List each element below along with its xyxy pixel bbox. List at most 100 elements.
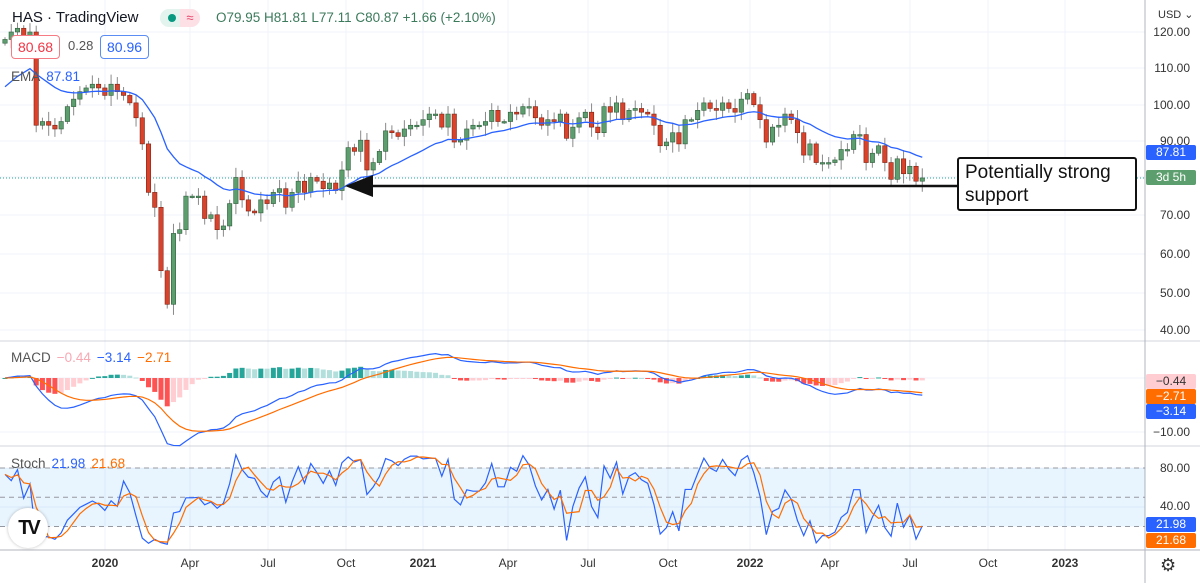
candle bbox=[264, 199, 270, 204]
candle bbox=[776, 124, 782, 128]
macd-histogram-bar bbox=[626, 378, 632, 379]
macd-histogram-bar bbox=[52, 378, 58, 394]
candle bbox=[233, 177, 239, 204]
macd-histogram-bar bbox=[233, 368, 239, 378]
candle bbox=[770, 126, 776, 143]
candle bbox=[794, 119, 800, 134]
macd-histogram-bar bbox=[277, 367, 283, 378]
macd-histogram-bar bbox=[264, 368, 270, 378]
candle bbox=[501, 121, 507, 124]
macd-histogram-bar bbox=[358, 366, 364, 378]
macd-histogram-bar bbox=[351, 367, 357, 378]
candle bbox=[326, 182, 332, 189]
candle bbox=[707, 102, 713, 109]
candle bbox=[720, 102, 726, 111]
macd-histogram-bar bbox=[270, 367, 276, 378]
macd-histogram-bar bbox=[570, 378, 576, 383]
candle bbox=[838, 149, 844, 161]
stoch-k-value: 21.98 bbox=[51, 456, 86, 471]
time-axis-label: 2022 bbox=[736, 556, 764, 570]
ema-legend[interactable]: EMA 87.81 bbox=[11, 69, 80, 84]
market-open-dot-icon bbox=[168, 14, 176, 22]
macd-histogram-bar bbox=[688, 378, 694, 380]
macd-histogram-bar bbox=[913, 378, 919, 381]
candle bbox=[14, 27, 20, 33]
candle bbox=[726, 102, 732, 109]
candle bbox=[763, 119, 769, 143]
time-axis-label: Apr bbox=[820, 556, 840, 570]
candle bbox=[308, 177, 314, 193]
candle bbox=[807, 143, 813, 156]
macd-legend[interactable]: MACD −0.44 −3.14 −2.71 bbox=[11, 350, 171, 365]
macd-histogram-bar bbox=[71, 378, 77, 387]
macd-histogram-bar bbox=[464, 378, 470, 381]
macd-histogram-bar bbox=[894, 378, 900, 380]
buy-price-button[interactable]: 80.96 bbox=[100, 35, 150, 59]
candle bbox=[638, 108, 644, 113]
macd-histogram-bar bbox=[663, 378, 669, 384]
macd-histogram-bar bbox=[227, 372, 233, 378]
time-axis-label: Apr bbox=[180, 556, 200, 570]
settings-gear-icon[interactable]: ⚙ bbox=[1160, 555, 1177, 575]
macd-histogram-bar bbox=[701, 376, 707, 378]
macd-histogram-bar bbox=[195, 378, 201, 380]
stoch-legend[interactable]: Stoch 21.98 21.68 bbox=[11, 456, 125, 471]
currency-selector[interactable]: USD ⌄ bbox=[1158, 9, 1194, 21]
candle bbox=[819, 162, 825, 165]
macd-value: −3.14 bbox=[96, 350, 132, 365]
macd-histogram-bar bbox=[564, 378, 570, 383]
candle bbox=[283, 188, 289, 208]
macd-histogram-bar bbox=[632, 377, 638, 379]
candle bbox=[39, 121, 45, 126]
tradingview-logo[interactable]: TV bbox=[8, 508, 48, 548]
candle bbox=[426, 113, 432, 120]
macd-histogram-bar bbox=[64, 378, 70, 391]
macd-histogram-bar bbox=[888, 378, 894, 381]
candle bbox=[514, 111, 520, 115]
candle bbox=[339, 169, 345, 191]
candle bbox=[595, 126, 601, 134]
candle bbox=[663, 141, 669, 147]
macd-histogram-bar bbox=[451, 378, 457, 379]
candle bbox=[701, 102, 707, 111]
macd-histogram-bar bbox=[401, 370, 407, 378]
macd-histogram-bar bbox=[851, 378, 857, 379]
macd-histogram-bar bbox=[745, 374, 751, 378]
stoch-k-tag: 21.98 bbox=[1146, 517, 1196, 532]
candle bbox=[907, 165, 913, 175]
symbol-title[interactable]: HAS · TradingView bbox=[12, 9, 139, 26]
support-annotation-box[interactable]: Potentially strong support bbox=[957, 157, 1137, 211]
macd-histogram-bar bbox=[320, 369, 326, 378]
time-axis-label: Oct bbox=[658, 556, 678, 570]
candle bbox=[888, 162, 894, 180]
market-status-pill[interactable]: ≈ bbox=[160, 9, 200, 27]
candle bbox=[826, 162, 832, 165]
macd-histogram-bar bbox=[458, 378, 464, 381]
macd-histogram-bar bbox=[589, 378, 595, 381]
candle bbox=[270, 192, 276, 204]
sell-price-button[interactable]: 80.68 bbox=[11, 35, 61, 59]
macd-histogram-bar bbox=[445, 375, 451, 378]
time-axis-label: Jul bbox=[902, 556, 918, 570]
macd-histogram-bar bbox=[919, 378, 925, 381]
candle bbox=[414, 124, 420, 128]
candle bbox=[295, 180, 301, 193]
macd-histogram-bar bbox=[495, 378, 501, 380]
macd-histogram-bar bbox=[557, 378, 563, 381]
macd-histogram-bar bbox=[732, 375, 738, 378]
candle bbox=[495, 110, 501, 122]
candle bbox=[614, 102, 620, 113]
stoch-axis-tick: 40.00 bbox=[1159, 499, 1190, 513]
macd-histogram-bar bbox=[308, 367, 314, 378]
candle bbox=[439, 113, 445, 128]
macd-histogram-bar bbox=[832, 378, 838, 386]
macd-histogram-bar bbox=[676, 378, 682, 384]
candle bbox=[520, 106, 526, 115]
candle bbox=[632, 108, 638, 111]
candle bbox=[252, 210, 258, 214]
macd-histogram-bar bbox=[876, 377, 882, 379]
macd-line bbox=[4, 353, 923, 447]
candle bbox=[751, 93, 757, 106]
time-axis-label: Oct bbox=[978, 556, 998, 570]
